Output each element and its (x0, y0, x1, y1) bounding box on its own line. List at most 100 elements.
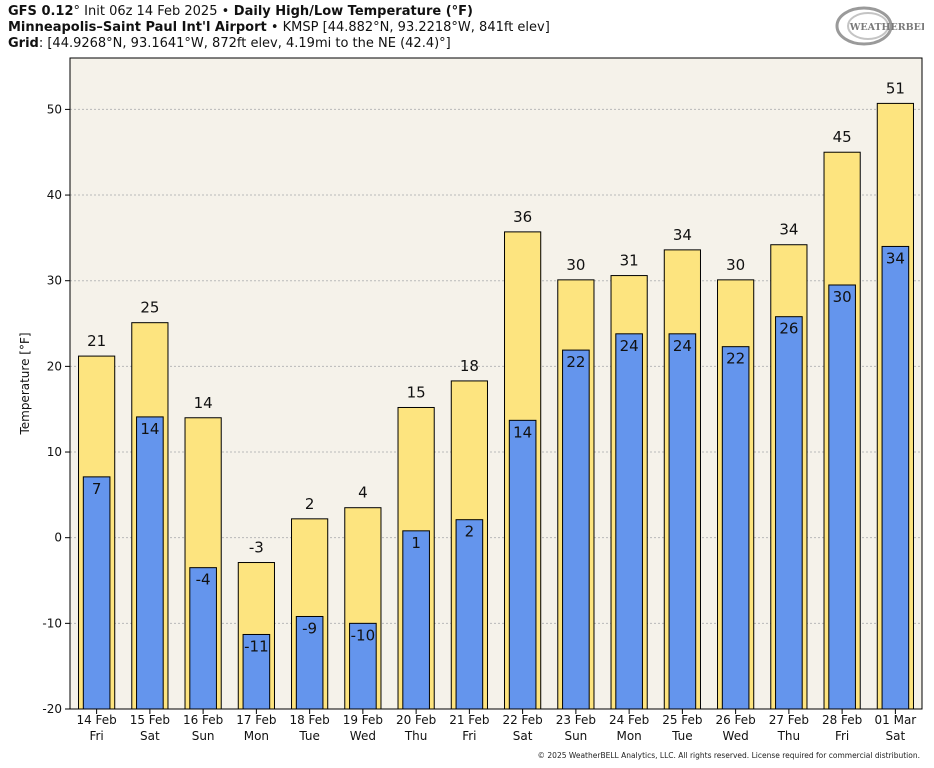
copyright-footer: © 2025 WeatherBELL Analytics, LLC. All r… (537, 751, 920, 760)
low-temp-label: -10 (351, 626, 376, 644)
low-temp-label: 1 (411, 534, 421, 552)
x-tick-date: 27 Feb (769, 713, 809, 727)
high-temp-label: 31 (620, 252, 639, 270)
station-name: Minneapolis–Saint Paul Int'l Airport (8, 20, 267, 35)
x-tick-day: Thu (404, 729, 428, 743)
x-tick-day: Fri (89, 729, 103, 743)
x-tick-day: Sat (140, 729, 160, 743)
low-temp-label: 14 (513, 423, 532, 441)
model-degree-mark: ° (73, 4, 81, 19)
low-temp-bar (82, 476, 111, 710)
plot-frame (69, 57, 923, 710)
y-tick-label: 10 (47, 445, 62, 459)
low-temp-bar (189, 567, 217, 710)
high-temp-label: 4 (358, 484, 368, 502)
header-bullet: • (266, 20, 283, 35)
x-tick-date: 20 Feb (396, 713, 436, 727)
y-tick-label: 0 (54, 531, 62, 545)
high-temp-label: 30 (726, 256, 745, 274)
low-temp-bar (721, 346, 750, 710)
x-tick-day: Fri (835, 729, 849, 743)
x-tick-date: 23 Feb (556, 713, 596, 727)
low-temp-label: -4 (196, 571, 211, 589)
init-time: Init 06z 14 Feb 2025 (80, 4, 222, 19)
x-tick-date: 17 Feb (236, 713, 276, 727)
chart-header-line-1: GFS 0.12° Init 06z 14 Feb 2025 • Daily H… (8, 4, 473, 20)
x-tick-date: 26 Feb (715, 713, 755, 727)
logo-ring (835, 6, 893, 46)
x-tick-day: Sat (886, 729, 906, 743)
high-temp-label: 30 (566, 256, 585, 274)
high-temp-label: 34 (673, 226, 692, 244)
x-tick-day: Thu (777, 729, 801, 743)
low-temp-bar (295, 615, 324, 710)
low-temp-bar (242, 633, 271, 710)
low-temp-bar (455, 519, 484, 710)
y-tick-label: -20 (42, 702, 62, 716)
high-temp-label: 15 (407, 383, 426, 401)
low-temp-label: 30 (833, 288, 852, 306)
x-tick-date: 25 Feb (662, 713, 702, 727)
low-temp-bar (136, 416, 164, 710)
x-tick-date: 19 Feb (343, 713, 383, 727)
high-temp-label: 14 (194, 394, 213, 412)
model-name: GFS 0.12 (8, 4, 74, 19)
x-tick-date: 18 Feb (289, 713, 329, 727)
high-temp-label: 45 (833, 128, 852, 146)
low-temp-label: -11 (244, 637, 269, 655)
high-temp-label: 34 (779, 221, 798, 239)
low-temp-label: 24 (620, 337, 639, 355)
station-info: KMSP [44.882°N, 93.2218°W, 841ft elev] (282, 20, 550, 35)
low-temp-bar (615, 333, 643, 710)
y-tick-label: 50 (47, 102, 62, 116)
header-bullet: • (221, 4, 230, 19)
low-temp-label: -9 (302, 619, 317, 637)
y-tick-label: 20 (47, 359, 62, 373)
x-tick-date: 28 Feb (822, 713, 862, 727)
chart-header-line-3: Grid: [44.9268°N, 93.1641°W, 872ft elev,… (8, 36, 451, 52)
high-temp-label: 36 (513, 208, 532, 226)
grid-info: : [44.9268°N, 93.1641°W, 872ft elev, 4.1… (38, 36, 451, 51)
x-tick-date: 14 Feb (76, 713, 116, 727)
x-tick-day: Tue (671, 729, 693, 743)
x-tick-day: Sun (564, 729, 587, 743)
high-temp-label: 51 (886, 79, 905, 97)
x-tick-date: 01 Mar (875, 713, 917, 727)
low-temp-bar (881, 245, 910, 710)
y-tick-label: -10 (42, 616, 62, 630)
x-tick-day: Wed (723, 729, 749, 743)
chart-header-line-2: Minneapolis–Saint Paul Int'l Airport • K… (8, 20, 550, 36)
x-tick-day: Fri (462, 729, 476, 743)
low-temp-bar (349, 622, 377, 710)
low-temp-label: 2 (465, 523, 475, 541)
high-temp-label: 21 (87, 332, 106, 350)
low-temp-bar (402, 530, 430, 710)
y-axis-label: Temperature [°F] (18, 332, 32, 435)
x-tick-date: 21 Feb (449, 713, 489, 727)
weatherbell-logo: WEATHERBELL (835, 6, 924, 46)
x-tick-day: Mon (244, 729, 269, 743)
x-tick-date: 24 Feb (609, 713, 649, 727)
x-tick-day: Sun (192, 729, 215, 743)
x-tick-day: Sat (513, 729, 533, 743)
low-temp-label: 34 (886, 249, 905, 267)
low-temp-label: 22 (566, 353, 585, 371)
low-temp-bar (828, 284, 856, 710)
low-temp-label: 14 (140, 420, 159, 438)
high-temp-label: 2 (305, 495, 315, 513)
logo-ring-inner (847, 12, 889, 40)
low-temp-bar (508, 419, 537, 710)
low-temp-label: 26 (779, 320, 798, 338)
y-tick-label: 30 (47, 274, 62, 288)
low-temp-label: 22 (726, 350, 745, 368)
high-temp-label: 18 (460, 357, 479, 375)
x-tick-day: Wed (350, 729, 376, 743)
low-temp-bar (668, 333, 697, 710)
x-tick-day: Mon (616, 729, 641, 743)
x-tick-date: 16 Feb (183, 713, 223, 727)
logo-text: WEATHERBELL (849, 22, 924, 33)
high-temp-label: 25 (140, 299, 159, 317)
high-temp-label: -3 (249, 539, 264, 557)
y-tick-label: 40 (47, 188, 62, 202)
